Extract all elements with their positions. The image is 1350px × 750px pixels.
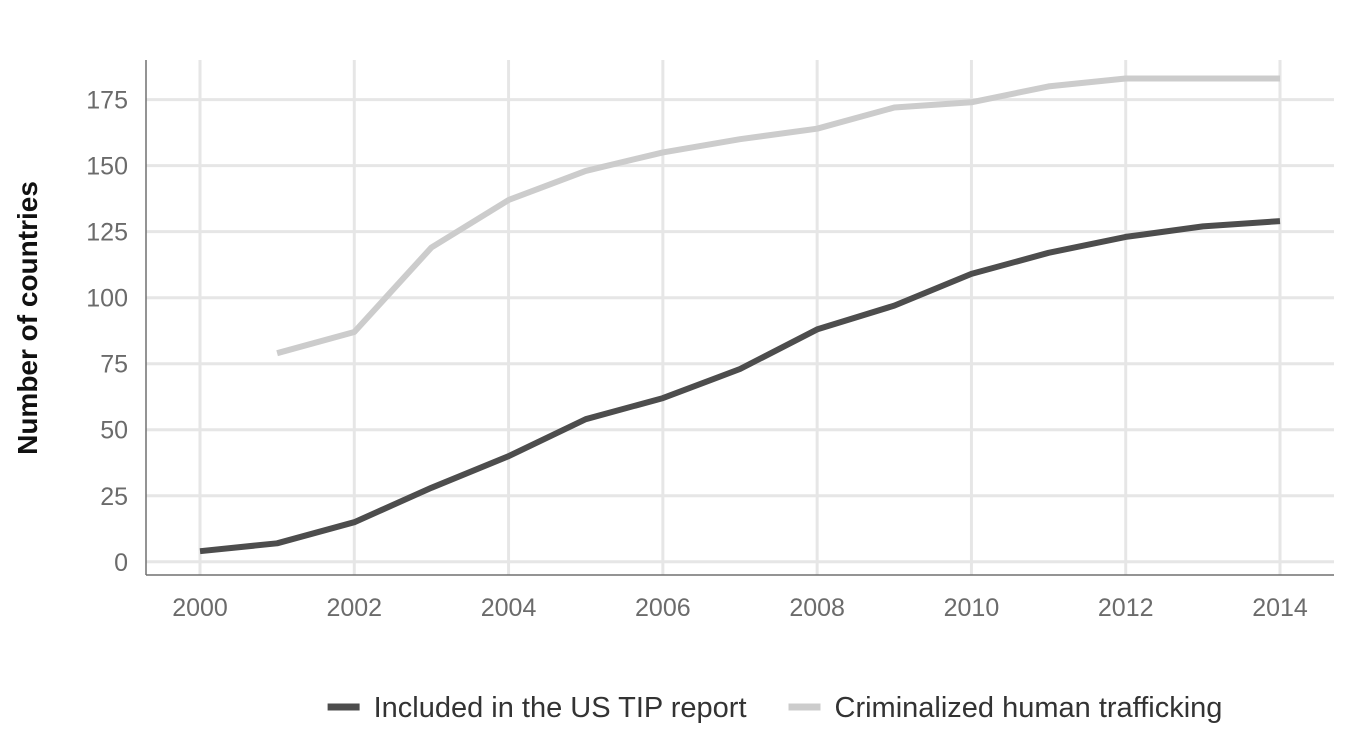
y-tick-label: 0 — [114, 549, 128, 577]
y-tick-label: 175 — [86, 87, 128, 115]
x-tick-label: 2004 — [481, 594, 537, 622]
series-line-0 — [199, 218, 1281, 555]
y-tick-label: 50 — [100, 417, 128, 445]
x-tick-labels: 2000 2002 2004 2006 2008 2010 2012 2014 — [172, 594, 1308, 622]
legend-item: Included in the US TIP report — [327, 692, 747, 724]
legend: Included in the US TIP report Criminalize… — [327, 692, 1223, 724]
x-tick-label: 2010 — [944, 594, 1000, 622]
y-tick-label: 100 — [86, 285, 128, 313]
gridlines — [146, 60, 1334, 575]
legend-label: Criminalized human trafficking — [835, 692, 1223, 724]
x-tick-label: 2000 — [172, 594, 228, 622]
x-tick-label: 2006 — [635, 594, 691, 622]
legend-item: Criminalized human trafficking — [788, 692, 1223, 724]
y-tick-label: 125 — [86, 219, 128, 247]
x-tick-label: 2002 — [326, 594, 382, 622]
y-tick-label: 150 — [86, 153, 128, 181]
x-tick-label: 2014 — [1252, 594, 1308, 622]
x-tick-label: 2012 — [1098, 594, 1154, 622]
y-tick-label: 25 — [100, 483, 128, 511]
series-lines — [199, 75, 1281, 555]
y-axis-title: Number of countries — [12, 181, 43, 455]
series-line-1 — [276, 75, 1280, 357]
x-tick-label: 2008 — [789, 594, 845, 622]
axes — [145, 60, 1334, 576]
y-tick-label: 75 — [100, 351, 128, 379]
y-tick-labels: 0 25 50 75 100 125 150 175 — [86, 87, 128, 577]
legend-label: Included in the US TIP report — [374, 692, 747, 724]
